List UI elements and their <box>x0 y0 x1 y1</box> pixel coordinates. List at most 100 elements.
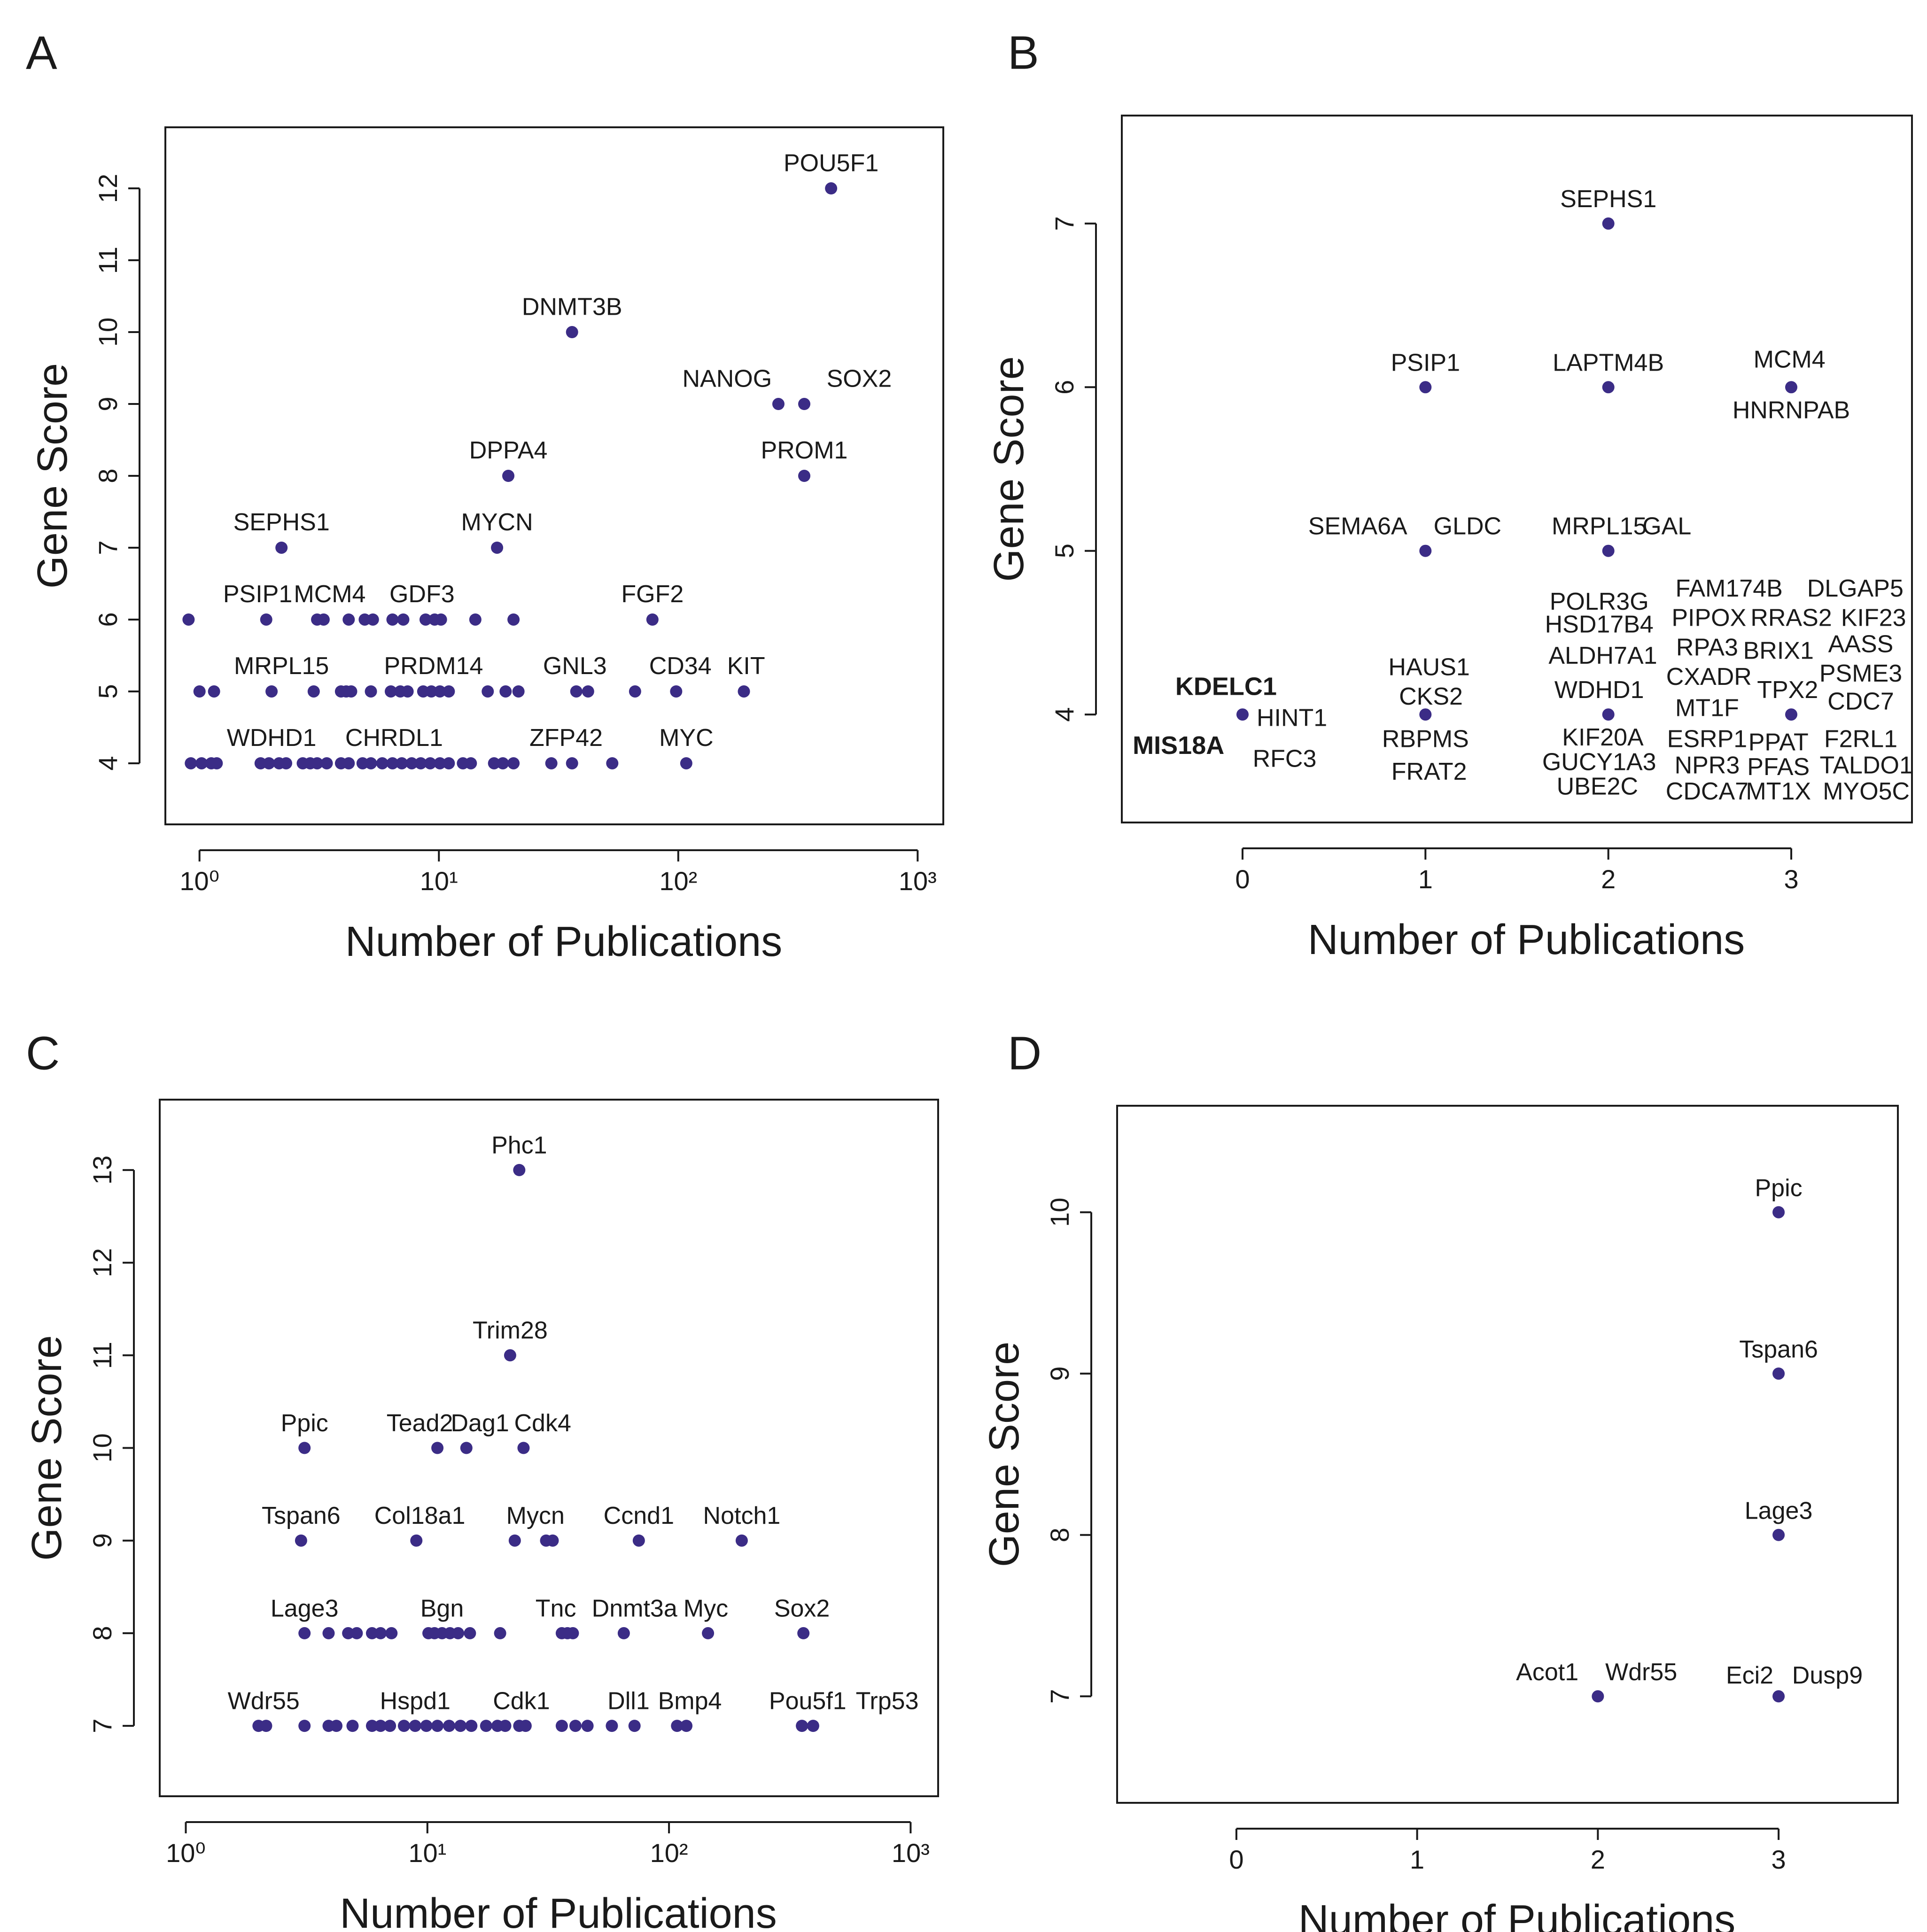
plot-frame <box>159 1099 939 1797</box>
data-point <box>566 326 578 339</box>
data-point <box>434 757 446 769</box>
data-point <box>366 613 379 626</box>
data-point <box>280 757 293 769</box>
y-tick-label: 9 <box>87 1533 117 1548</box>
gene-label: MT1X <box>1746 778 1811 805</box>
data-point <box>195 757 208 769</box>
gene-label: AASS <box>1828 630 1894 658</box>
gene-label: KIF23 <box>1841 605 1906 632</box>
gene-label: PFAS <box>1747 753 1810 781</box>
gene-label: SEPHS1 <box>233 509 330 536</box>
x-tick-label: 10² <box>659 866 697 896</box>
data-point <box>1602 708 1615 721</box>
gene-label: CDCA7 <box>1666 778 1748 805</box>
gene-label: Cdk4 <box>514 1410 571 1437</box>
data-point <box>263 757 275 769</box>
data-points <box>182 182 838 769</box>
data-points <box>1592 1206 1785 1703</box>
y-axis-title: Gene Score <box>23 1335 70 1560</box>
data-point <box>1419 708 1432 721</box>
data-point <box>508 1534 521 1547</box>
gene-label: Hspd1 <box>380 1688 451 1715</box>
data-point <box>342 1627 355 1639</box>
data-point <box>365 1720 378 1732</box>
gene-label: Wdr55 <box>1605 1659 1677 1686</box>
data-point <box>465 1720 478 1732</box>
data-point <box>569 1720 582 1732</box>
gene-label: Dag1 <box>451 1410 509 1437</box>
gene-label: KDELC1 <box>1175 673 1277 701</box>
gene-label: GNL3 <box>543 652 607 680</box>
data-point <box>322 1627 335 1639</box>
gene-label: CD34 <box>649 652 712 680</box>
data-point <box>738 685 750 698</box>
gene-label: Wdr55 <box>228 1688 300 1715</box>
data-point <box>512 685 525 698</box>
data-point <box>1602 217 1615 230</box>
data-point <box>443 757 455 769</box>
data-point <box>374 1720 387 1732</box>
data-point <box>409 1720 421 1732</box>
data-point <box>330 1720 343 1732</box>
data-point <box>480 1720 492 1732</box>
x-tick-label: 0 <box>1229 1845 1243 1874</box>
data-point <box>566 757 578 769</box>
x-tick-label: 3 <box>1772 1845 1786 1874</box>
data-point <box>298 1627 311 1639</box>
data-points <box>1236 217 1798 721</box>
gene-label: HINT1 <box>1257 704 1327 731</box>
data-point <box>443 1720 456 1732</box>
data-point <box>497 757 509 769</box>
y-tick-label: 9 <box>1045 1366 1074 1381</box>
data-point <box>798 398 811 411</box>
data-point <box>796 1720 808 1732</box>
plot-frame <box>164 126 944 825</box>
gene-label: Trp53 <box>856 1688 919 1715</box>
data-point <box>260 613 272 626</box>
gene-label: PIPOX <box>1671 605 1746 632</box>
data-point <box>435 613 447 626</box>
gene-label: ALDH7A1 <box>1548 642 1657 669</box>
panel-letter: D <box>1008 1027 1041 1079</box>
y-tick-label: 7 <box>93 540 123 555</box>
data-point <box>807 1720 819 1732</box>
data-point <box>517 1442 530 1454</box>
gene-label: GUCY1A3 <box>1542 748 1656 776</box>
gene-label: Tspan6 <box>1739 1336 1818 1363</box>
data-point <box>464 1627 476 1639</box>
panel-letter: A <box>26 26 57 79</box>
x-axis: 0 1 2 3 <box>1229 1828 1786 1874</box>
data-point <box>460 1442 473 1454</box>
gene-label: ESRP1 <box>1667 726 1748 753</box>
y-axis-title: Gene Score <box>986 356 1033 582</box>
data-point <box>671 1720 684 1732</box>
data-point <box>546 1534 559 1547</box>
gene-label: Myc <box>684 1595 728 1622</box>
data-point <box>420 1720 433 1732</box>
data-point <box>365 757 377 769</box>
x-tick-label: 10² <box>650 1838 688 1868</box>
data-point <box>320 757 333 769</box>
gene-label: ZFP42 <box>529 724 603 752</box>
data-point <box>1236 708 1249 721</box>
gene-label: CHRDL1 <box>345 724 443 752</box>
data-point <box>513 1164 526 1176</box>
gene-label: CXADR <box>1666 663 1752 691</box>
y-tick-label: 4 <box>93 756 123 770</box>
data-point <box>1602 544 1615 557</box>
data-point <box>1592 1690 1604 1703</box>
data-point <box>374 1627 387 1639</box>
gene-label: CDC7 <box>1827 688 1894 715</box>
data-point <box>452 1627 465 1639</box>
gene-label: FAM174B <box>1675 575 1782 602</box>
gene-label: Ppic <box>1755 1174 1803 1202</box>
data-point <box>465 757 477 769</box>
data-point <box>443 685 455 698</box>
data-point <box>307 685 320 698</box>
gene-label: RPA3 <box>1676 634 1738 661</box>
data-point <box>401 685 414 698</box>
gene-label: POU5F1 <box>784 149 878 177</box>
gene-label: DLGAP5 <box>1807 575 1904 602</box>
panel-letter: B <box>1008 26 1039 79</box>
x-axis: 0 1 2 3 <box>1235 847 1799 894</box>
